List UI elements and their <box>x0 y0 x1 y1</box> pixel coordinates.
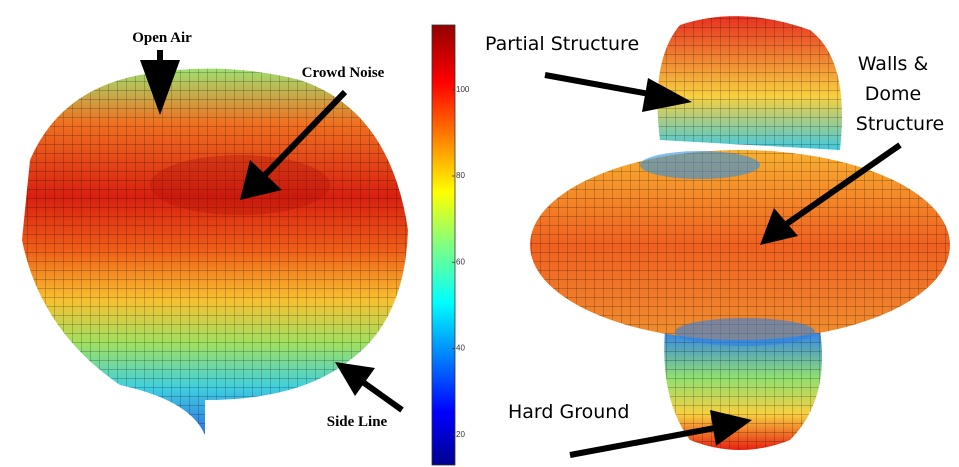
annotation: Dome <box>865 83 921 105</box>
tick-label: 80 <box>456 171 465 180</box>
annotation: Side Line <box>327 414 388 430</box>
figure: 20 40 60 80 100 Open Air Crowd Noise Side Li… <box>0 0 959 467</box>
annotation: Open Air <box>132 30 192 46</box>
tick-label: 40 <box>456 344 465 353</box>
annotation: Partial Structure <box>485 33 639 55</box>
tick-label: 20 <box>456 430 465 439</box>
annotation: Crowd Noise <box>302 65 385 81</box>
colorbar: 20 40 60 80 100 <box>432 25 470 465</box>
annotation: Walls & <box>858 53 929 75</box>
annotation: Hard Ground <box>508 401 629 423</box>
colorbar-gradient <box>432 25 455 465</box>
tick-label: 60 <box>456 257 465 266</box>
tick-label: 100 <box>456 85 470 94</box>
annotation: Structure <box>856 113 944 135</box>
